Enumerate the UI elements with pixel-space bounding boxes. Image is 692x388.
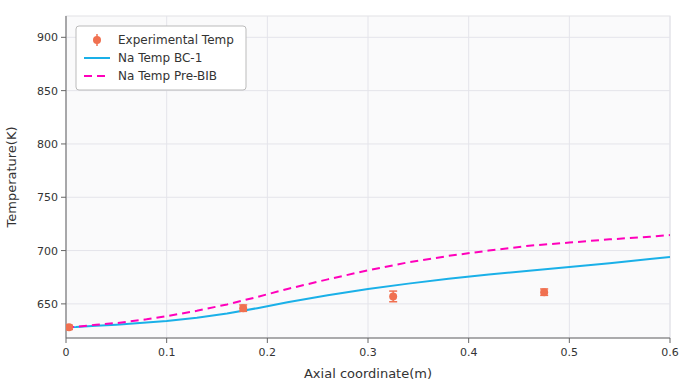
data-point [389, 292, 397, 300]
grid [66, 16, 670, 338]
error-bar [389, 291, 397, 302]
data-point [239, 304, 247, 312]
error-bar [239, 305, 247, 311]
grid-line [670, 16, 671, 338]
series-line [66, 235, 670, 327]
y-tick-label: 800 [37, 138, 58, 151]
x-tick-label: 0.2 [259, 346, 277, 359]
plot-area [66, 16, 670, 338]
axes: 0 0.1 0.2 0.3 0.4 0.5 0.6 650 700 750 800 850 900 [37, 16, 679, 359]
y-tick [61, 250, 66, 251]
grid-line [569, 16, 570, 338]
x-tick [670, 338, 671, 343]
y-tick-label: 700 [37, 245, 58, 258]
chart: 0 0.1 0.2 0.3 0.4 0.5 0.6 650 700 750 800 850 900 Axi… [0, 0, 692, 388]
x-tick [569, 338, 570, 343]
x-tick [66, 338, 67, 343]
x-tick [468, 338, 469, 343]
y-axis-label: Temperature(K) [4, 126, 19, 228]
grid-line [468, 16, 469, 338]
x-axis-label: Axial coordinate(m) [304, 366, 432, 381]
x-tick [166, 338, 167, 343]
x-tick [267, 338, 268, 343]
lines [66, 235, 670, 327]
x-tick-label: 0 [63, 346, 70, 359]
legend-box [76, 26, 246, 90]
y-tick [61, 90, 66, 91]
data-point [540, 288, 548, 296]
y-tick [61, 143, 66, 144]
legend-label: Na Temp Pre-BIB [118, 69, 217, 83]
y-tick-label: 850 [37, 85, 58, 98]
y-axis-line [66, 16, 67, 338]
x-tick [368, 338, 369, 343]
y-tick-label: 900 [37, 31, 58, 44]
legend-label: Na Temp BC-1 [118, 51, 202, 65]
y-tick [61, 197, 66, 198]
legend-label: Experimental Temp [118, 33, 234, 47]
legend-swatch [84, 76, 110, 77]
data [66, 235, 670, 331]
y-tick-label: 750 [37, 191, 58, 204]
grid-line [66, 16, 67, 338]
y-tick [61, 303, 66, 304]
legend: Experimental Temp Na Temp BC-1 Na Temp Pre… [76, 26, 246, 90]
legend-swatch [84, 58, 110, 59]
y-tick-label: 650 [37, 298, 58, 311]
x-tick-label: 0.3 [359, 346, 377, 359]
x-tick-label: 0.5 [561, 346, 579, 359]
grid-line [267, 16, 268, 338]
x-tick-label: 0.1 [158, 346, 176, 359]
error-bar [540, 289, 548, 295]
x-tick-label: 0.6 [661, 346, 679, 359]
x-tick-label: 0.4 [460, 346, 478, 359]
points [66, 288, 548, 331]
data-point [66, 323, 73, 331]
legend-swatch [93, 34, 101, 46]
y-tick [61, 37, 66, 38]
